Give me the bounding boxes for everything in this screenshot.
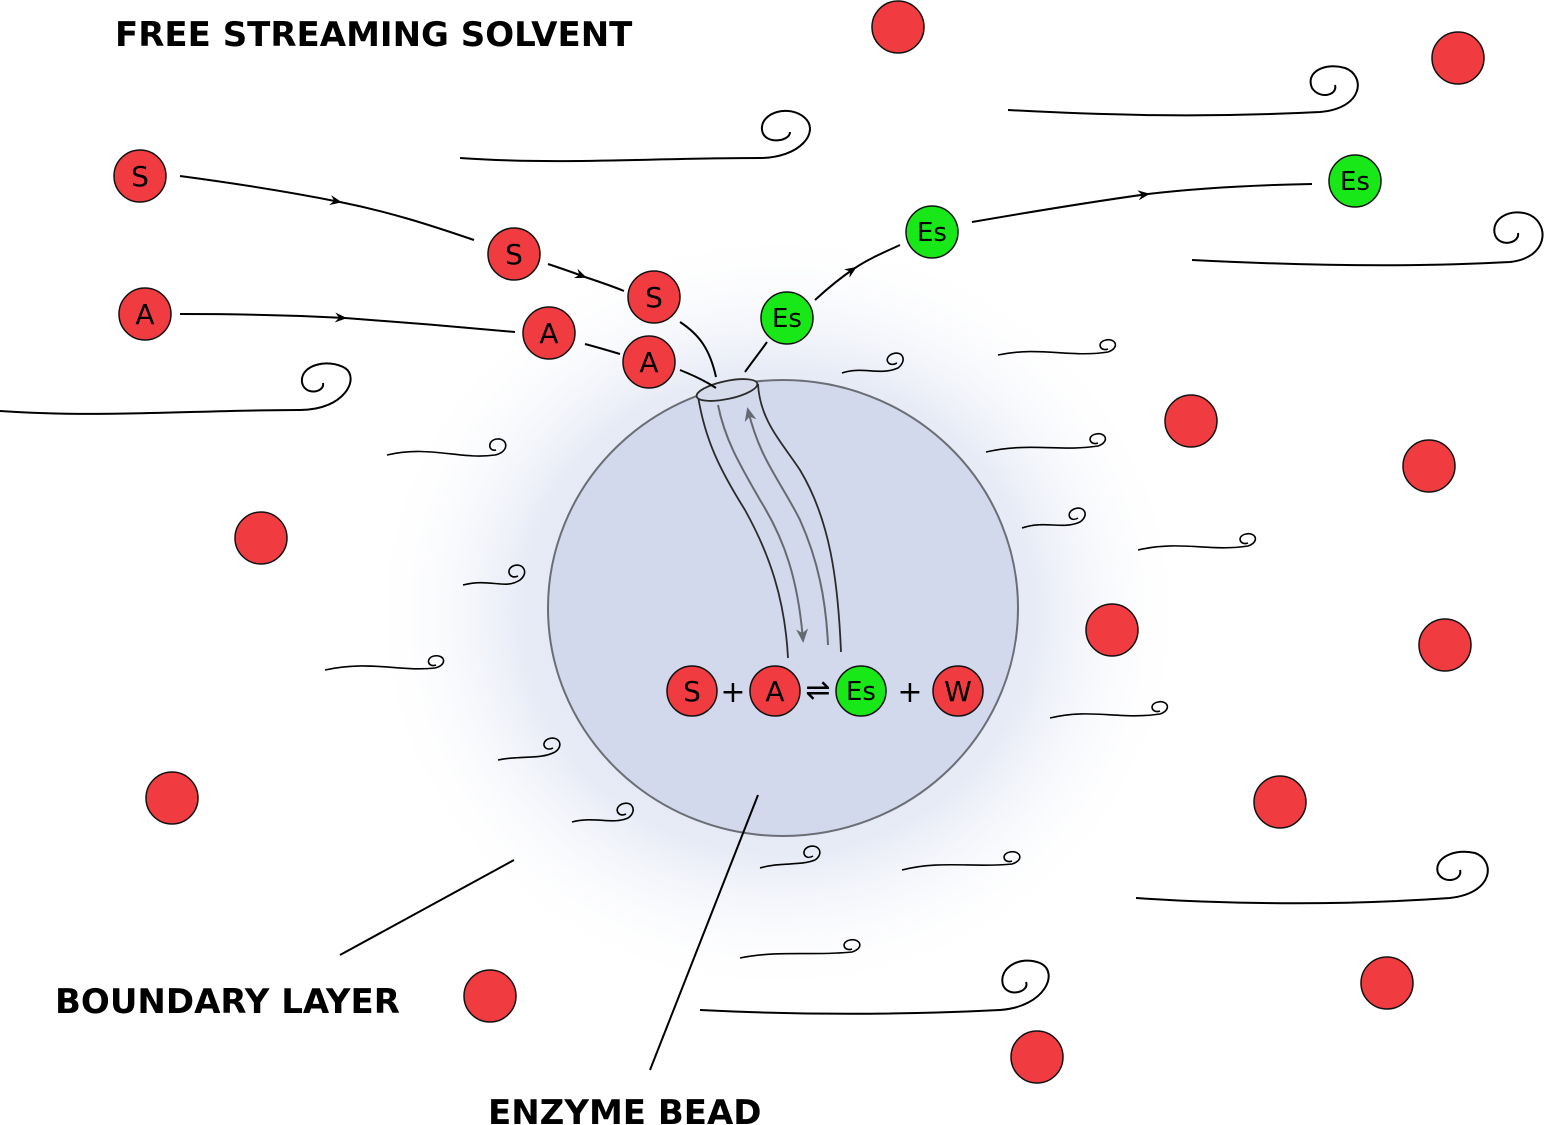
acyl-donor-path-2 [344,317,516,333]
substrate-label: S [505,238,523,271]
pore-inflow-arrow [717,404,809,643]
substrate-path-4 [584,276,625,292]
substrate-path [179,175,342,205]
ester-path-4 [971,190,1150,223]
pore-outflow-arrow [744,407,829,646]
substrate-label: S [645,281,663,314]
ester-path-3 [854,244,901,269]
ester-path-5 [1147,183,1313,195]
substrate-path-2 [339,201,475,241]
substrate-molecule: S [487,227,541,281]
acyl-donor-path [179,312,347,323]
ester-path-2 [814,266,857,301]
reaction-plus-1: + [720,675,745,710]
ester-molecule: Es [760,291,814,345]
ester-path [744,341,768,373]
ester-molecule: Es [905,205,959,259]
enzyme-bead-circle [547,379,1019,837]
reaction-equilibrium-arrow: ⇌ [805,673,830,708]
substrate-molecule: S [627,270,681,324]
boundary-eddies [324,338,1257,959]
acyl-donor-molecule: A [622,335,676,389]
ester-label: Es [917,218,947,248]
ester-label: Es [1340,167,1370,197]
substrate-path-3 [547,263,587,279]
pore-channel [695,378,842,659]
reaction-substrate: S [683,675,701,708]
reaction-water: W [944,675,972,708]
boundary-layer-label: BOUNDARY LAYER [55,982,400,1022]
free-solvent-label: FREE STREAMING SOLVENT [115,15,633,55]
acyl-donor-path-4 [679,369,717,389]
ester-label: Es [772,304,802,334]
substrate-molecule: S [113,149,167,203]
acyl-donor-molecule: A [522,306,576,360]
enzyme-bead-leader [649,794,759,1071]
substrate-label: S [131,160,149,193]
pore-opening [695,378,759,402]
reaction-acyl-donor: A [765,675,784,708]
acyl-donor-label: A [539,317,558,350]
reaction-ester: Es [846,677,876,707]
substrate-path-5 [679,321,717,378]
acyl-donor-path-3 [584,343,621,355]
solvent-particles [145,0,1485,1084]
boundary-layer-leader [339,859,515,956]
enzyme-bead-label: ENZYME BEAD [488,1093,762,1125]
acyl-donor-molecule: A [118,287,172,341]
ester-molecule: Es [1328,154,1382,208]
acyl-donor-label: A [135,298,154,331]
solvent-streamlines [0,65,1544,1015]
reaction-plus-2: + [897,675,922,710]
reaction-equation: S + A ⇌ Es + W [666,665,984,717]
acyl-donor-label: A [639,346,658,379]
